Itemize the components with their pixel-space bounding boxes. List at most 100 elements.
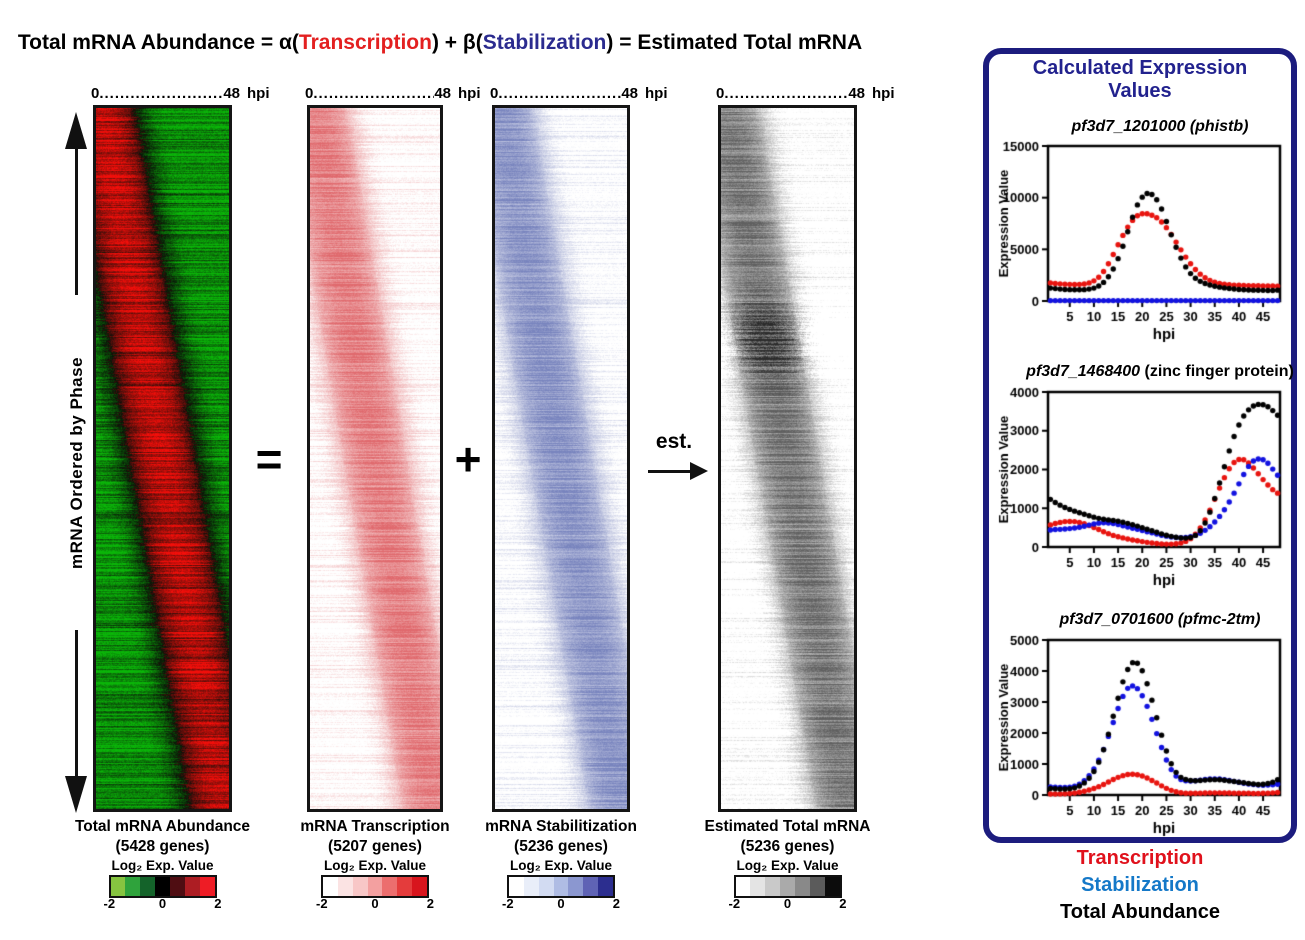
- series-legend: Transcription Stabilization Total Abunda…: [1000, 845, 1280, 926]
- scale-color-block: [750, 877, 766, 896]
- scale-color-block: [125, 877, 141, 896]
- est-arrow-head-icon: [690, 462, 708, 480]
- scale-color-block: [538, 877, 554, 896]
- scale-color-block: [824, 877, 840, 896]
- scale-color-block: [169, 877, 185, 896]
- heatmap-frame: [93, 105, 232, 812]
- scale-color-block: [382, 877, 398, 896]
- caption-line1: Estimated Total mRNA: [704, 818, 871, 835]
- time-axis-end: 48: [434, 85, 451, 102]
- time-axis-header: 0.......................................…: [716, 85, 901, 103]
- scale-color-block: [184, 877, 200, 896]
- total-abundance-heatmap-canvas: [96, 108, 229, 809]
- gene-desc: (zinc finger protein): [1144, 363, 1294, 380]
- scale-color-block: [509, 877, 524, 896]
- time-axis-end: 48: [848, 85, 865, 102]
- colorscale-ticks: -2 0 2: [502, 896, 620, 911]
- time-axis-header: 0.......................................…: [490, 85, 674, 103]
- scale-tick-mid: 0: [158, 896, 167, 911]
- caption-line2: (5236 genes): [514, 838, 608, 855]
- time-axis-end: 48: [223, 85, 240, 102]
- heatmap-caption: Estimated Total mRNA (5236 genes): [663, 817, 913, 857]
- scale-color-block: [155, 877, 170, 896]
- time-axis-start: 0: [91, 85, 100, 102]
- scale-color-block: [568, 877, 584, 896]
- plus-operator: +: [454, 433, 482, 485]
- caption-line1: Total mRNA Abundance: [74, 818, 251, 835]
- time-axis-unit: hpi: [458, 85, 481, 102]
- scale-color-block: [397, 877, 413, 896]
- scale-tick-min: -2: [316, 896, 328, 911]
- heatmap-transcription: 0.......................................…: [300, 0, 480, 940]
- equals-operator: =: [255, 433, 283, 485]
- heatmap-estimated-total: 0.......................................…: [705, 0, 895, 940]
- scale-color-block: [765, 877, 781, 896]
- caption-line1: mRNA Stabilitization: [485, 818, 637, 835]
- scale-color-block: [352, 877, 368, 896]
- colorscale-label: Log₂ Exp. Value: [736, 858, 839, 873]
- scale-color-block: [794, 877, 810, 896]
- scale-color-block: [140, 877, 156, 896]
- caption-line1: mRNA Transcription: [300, 818, 450, 835]
- time-axis-dots: ........................................…: [99, 85, 224, 102]
- colorscale-bar: [507, 875, 615, 898]
- scale-color-block: [323, 877, 338, 896]
- colorscale-label: Log₂ Exp. Value: [323, 858, 427, 873]
- heatmap-caption: Total mRNA Abundance (5428 genes): [38, 817, 288, 857]
- legend-stabilization: Stabilization: [1081, 874, 1199, 896]
- scale-tick-min: -2: [103, 896, 116, 911]
- scale-color-block: [367, 877, 383, 896]
- time-axis-unit: hpi: [872, 85, 895, 102]
- heatmap-frame: [492, 105, 630, 812]
- colorscale-ticks: -2 0 2: [316, 896, 434, 911]
- heatmap-stabilization: 0.......................................…: [485, 0, 667, 940]
- phase-axis-label: mRNA Ordered by Phase: [60, 295, 93, 630]
- scale-color-block: [337, 877, 353, 896]
- est-arrow-line: [648, 470, 692, 473]
- gene-desc: (phistb): [1189, 118, 1249, 135]
- time-axis-dots: ........................................…: [313, 85, 435, 102]
- time-axis-dots: ........................................…: [498, 85, 622, 102]
- time-axis-start: 0: [305, 85, 314, 102]
- phistb-scatter-plot: [993, 138, 1293, 343]
- time-axis-unit: hpi: [645, 85, 668, 102]
- scale-color-block: [412, 877, 428, 896]
- heatmap-total-abundance: 0.......................................…: [75, 0, 270, 940]
- pfmc-2tm-scatter-plot: [993, 632, 1293, 837]
- plot-title-phistb: pf3d7_1201000 (phistb): [1010, 118, 1305, 136]
- zinc-finger-scatter-plot: [993, 384, 1293, 589]
- scale-color-block: [809, 877, 825, 896]
- scale-tick-mid: 0: [371, 896, 379, 911]
- equation-prefix: Total mRNA Abundance = α(: [17, 31, 299, 54]
- scale-color-block: [598, 877, 614, 896]
- scale-color-block: [735, 877, 751, 896]
- scale-tick-mid: 0: [557, 896, 565, 911]
- scale-tick-max: 2: [612, 896, 620, 911]
- scale-tick-mid: 0: [783, 896, 792, 911]
- transcription-heatmap-canvas: [310, 108, 440, 809]
- gene-desc: (pfmc-2tm): [1177, 611, 1261, 628]
- panel-title: Calculated Expression Values: [1032, 57, 1248, 102]
- plot-title-zinc-finger: pf3d7_1468400 (zinc finger protein): [1010, 363, 1305, 381]
- colorscale-ticks: -2 0 2: [729, 896, 847, 911]
- phase-arrow-up-icon: [65, 112, 87, 149]
- scale-color-block: [553, 877, 569, 896]
- equation-stabilization-term: Stabilization: [482, 31, 607, 54]
- equation-transcription-term: Transcription: [298, 31, 432, 54]
- heatmap-frame: [307, 105, 443, 812]
- scale-tick-max: 2: [426, 896, 434, 911]
- equation-title: Total mRNA Abundance = α(Transcription) …: [0, 31, 880, 55]
- equation-middle: ) + β(: [431, 31, 483, 54]
- time-axis-header: 0.......................................…: [91, 85, 276, 103]
- heatmap-frame: [718, 105, 857, 812]
- time-axis-start: 0: [716, 85, 725, 102]
- scale-tick-min: -2: [502, 896, 514, 911]
- colorscale-bar: [733, 875, 842, 898]
- equation-suffix: ) = Estimated Total mRNA: [606, 31, 863, 54]
- colorscale-label: Log₂ Exp. Value: [111, 858, 214, 873]
- plot-title-pfmc-2tm: pf3d7_0701600 (pfmc-2tm): [1010, 611, 1305, 629]
- scale-color-block: [523, 877, 539, 896]
- estimated-total-heatmap-canvas: [721, 108, 854, 809]
- gene-id: pf3d7_1468400: [1026, 363, 1141, 380]
